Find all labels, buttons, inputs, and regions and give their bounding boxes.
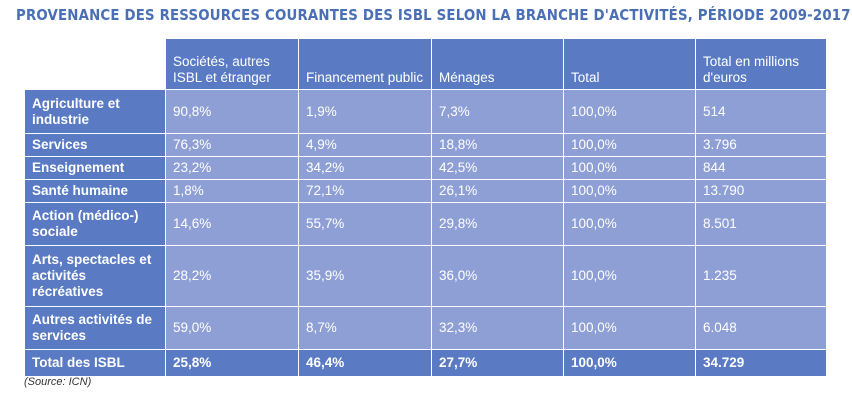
table-cell: 46,4%	[298, 349, 432, 377]
row-label: Enseignement	[24, 156, 166, 180]
table-cell: 6.048	[695, 306, 827, 350]
column-header: Sociétés, autres ISBL et étranger	[165, 38, 299, 90]
table-cell: 90,8%	[165, 89, 299, 134]
row-label: Autres activités de services	[24, 306, 166, 350]
table-cell: 4,9%	[298, 133, 432, 157]
row-label: Total des ISBL	[24, 349, 166, 377]
table-cell: 55,7%	[298, 202, 432, 246]
table-cell: 76,3%	[165, 133, 299, 157]
table-cell: 34.729	[695, 349, 827, 377]
table-cell: 35,9%	[298, 245, 432, 307]
table-title: PROVENANCE DES RESSOURCES COURANTES DES …	[16, 6, 851, 24]
table-cell: 59,0%	[165, 306, 299, 350]
table-cell: 100,0%	[563, 245, 696, 307]
column-header: Total en millions d'euros	[695, 38, 827, 90]
table-cell: 26,1%	[431, 179, 564, 203]
table-cell: 36,0%	[431, 245, 564, 307]
table-cell: 1,9%	[298, 89, 432, 134]
table-row: Agriculture et industrie 90,8% 1,9% 7,3%…	[24, 89, 827, 134]
table-cell: 100,0%	[563, 133, 696, 157]
table-cell: 1.235	[695, 245, 827, 307]
table-row: Santé humaine 1,8% 72,1% 26,1% 100,0% 13…	[24, 179, 827, 203]
table-cell: 18,8%	[431, 133, 564, 157]
table-cell: 100,0%	[563, 179, 696, 203]
table-cell: 100,0%	[563, 202, 696, 246]
table-cell: 29,8%	[431, 202, 564, 246]
table-row: Action (médico-) sociale 14,6% 55,7% 29,…	[24, 202, 827, 246]
table-cell: 1,8%	[165, 179, 299, 203]
row-label: Agriculture et industrie	[24, 89, 166, 134]
table-cell: 13.790	[695, 179, 827, 203]
row-label: Services	[24, 133, 166, 157]
table-cell: 28,2%	[165, 245, 299, 307]
source-note: (Source: ICN)	[24, 376, 92, 388]
header-row: Sociétés, autres ISBL et étranger Financ…	[24, 38, 827, 90]
column-header: Total	[563, 38, 696, 90]
table-row: Autres activités de services 59,0% 8,7% …	[24, 306, 827, 350]
row-label: Santé humaine	[24, 179, 166, 203]
table-cell: 72,1%	[298, 179, 432, 203]
table-cell: 8,7%	[298, 306, 432, 350]
row-label: Action (médico-) sociale	[24, 202, 166, 246]
table-row: Arts, spectacles et activités récréative…	[24, 245, 827, 307]
table-cell: 100,0%	[563, 89, 696, 134]
row-label: Arts, spectacles et activités récréative…	[24, 245, 166, 307]
table-cell: 23,2%	[165, 156, 299, 180]
table-cell: 514	[695, 89, 827, 134]
column-header: Financement public	[298, 38, 432, 90]
table-cell: 100,0%	[563, 306, 696, 350]
header-corner	[24, 38, 166, 90]
table-cell: 100,0%	[563, 349, 696, 377]
table-row: Services 76,3% 4,9% 18,8% 100,0% 3.796	[24, 133, 827, 157]
table-cell: 844	[695, 156, 827, 180]
table-cell: 27,7%	[431, 349, 564, 377]
table-cell: 32,3%	[431, 306, 564, 350]
table-cell: 100,0%	[563, 156, 696, 180]
table-cell: 42,5%	[431, 156, 564, 180]
table-cell: 25,8%	[165, 349, 299, 377]
total-row: Total des ISBL 25,8% 46,4% 27,7% 100,0% …	[24, 349, 827, 377]
table-cell: 14,6%	[165, 202, 299, 246]
table-row: Enseignement 23,2% 34,2% 42,5% 100,0% 84…	[24, 156, 827, 180]
table-cell: 8.501	[695, 202, 827, 246]
table-cell: 34,2%	[298, 156, 432, 180]
table-cell: 3.796	[695, 133, 827, 157]
column-header: Ménages	[431, 38, 564, 90]
data-table: Sociétés, autres ISBL et étranger Financ…	[24, 38, 827, 377]
table-cell: 7,3%	[431, 89, 564, 134]
